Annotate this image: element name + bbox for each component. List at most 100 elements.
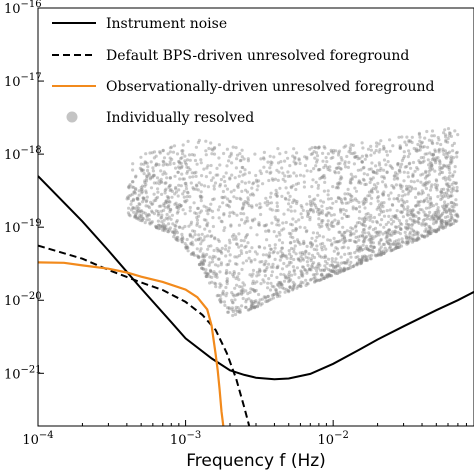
resolved-point bbox=[323, 254, 327, 258]
resolved-point bbox=[417, 203, 421, 207]
resolved-point bbox=[436, 195, 440, 199]
resolved-point bbox=[297, 284, 301, 288]
resolved-point bbox=[385, 248, 389, 252]
resolved-point bbox=[365, 244, 369, 248]
resolved-point bbox=[292, 247, 296, 251]
resolved-point bbox=[340, 234, 344, 238]
resolved-point bbox=[428, 232, 432, 236]
resolved-point bbox=[368, 180, 372, 185]
resolved-point bbox=[212, 197, 216, 201]
resolved-point bbox=[417, 237, 421, 241]
resolved-point bbox=[191, 251, 196, 255]
resolved-point bbox=[296, 257, 300, 261]
resolved-point bbox=[197, 256, 201, 260]
resolved-point bbox=[203, 235, 207, 239]
resolved-point bbox=[281, 221, 285, 225]
resolved-point bbox=[410, 223, 414, 227]
resolved-point bbox=[192, 201, 196, 205]
resolved-point bbox=[249, 300, 253, 304]
resolved-point bbox=[230, 298, 234, 302]
resolved-point bbox=[263, 295, 267, 299]
resolved-point bbox=[360, 160, 364, 164]
resolved-point bbox=[183, 159, 187, 163]
resolved-point bbox=[405, 207, 409, 211]
resolved-point bbox=[367, 248, 371, 252]
resolved-point bbox=[183, 181, 187, 186]
resolved-point bbox=[246, 196, 250, 200]
resolved-point bbox=[359, 181, 363, 185]
resolved-point bbox=[366, 147, 371, 151]
resolved-point bbox=[232, 211, 236, 216]
resolved-point bbox=[443, 133, 448, 137]
resolved-point bbox=[325, 225, 330, 229]
resolved-point bbox=[387, 242, 391, 246]
resolved-point bbox=[440, 213, 444, 217]
resolved-point bbox=[426, 233, 430, 237]
resolved-point bbox=[300, 205, 304, 209]
resolved-point bbox=[304, 250, 308, 254]
resolved-point bbox=[377, 230, 381, 234]
resolved-point bbox=[366, 194, 370, 198]
resolved-point bbox=[231, 301, 235, 305]
resolved-point bbox=[179, 237, 183, 241]
resolved-point bbox=[218, 285, 222, 289]
resolved-point bbox=[236, 184, 240, 188]
resolved-point bbox=[319, 277, 324, 281]
resolved-point bbox=[380, 175, 384, 179]
resolved-point bbox=[145, 199, 149, 203]
resolved-point bbox=[225, 291, 229, 295]
resolved-point bbox=[429, 227, 433, 231]
resolved-point bbox=[225, 269, 229, 273]
resolved-point bbox=[372, 250, 376, 254]
resolved-point bbox=[226, 310, 230, 314]
resolved-point bbox=[185, 171, 189, 175]
resolved-point bbox=[407, 140, 411, 144]
resolved-point bbox=[377, 161, 381, 165]
resolved-point bbox=[291, 184, 295, 188]
resolved-point bbox=[195, 223, 199, 227]
resolved-point bbox=[362, 228, 366, 232]
resolved-point bbox=[180, 235, 185, 239]
resolved-point bbox=[178, 166, 182, 170]
resolved-point bbox=[129, 202, 133, 206]
resolved-point bbox=[298, 225, 302, 229]
resolved-point bbox=[291, 154, 295, 158]
resolved-point bbox=[204, 175, 208, 179]
resolved-point bbox=[395, 246, 399, 250]
resolved-point bbox=[275, 191, 279, 195]
resolved-point bbox=[347, 266, 351, 271]
resolved-point bbox=[306, 214, 310, 218]
resolved-point bbox=[391, 248, 395, 252]
resolved-point bbox=[158, 150, 162, 154]
resolved-point bbox=[231, 273, 235, 277]
resolved-point bbox=[342, 236, 346, 240]
resolved-point bbox=[357, 249, 361, 253]
resolved-point bbox=[180, 156, 184, 160]
resolved-point bbox=[367, 231, 371, 235]
resolved-point bbox=[445, 209, 449, 214]
resolved-point bbox=[388, 208, 392, 212]
resolved-point bbox=[184, 200, 188, 204]
resolved-point bbox=[435, 228, 439, 232]
resolved-point bbox=[280, 286, 285, 290]
resolved-point bbox=[208, 208, 212, 212]
resolved-point bbox=[225, 306, 230, 310]
resolved-point bbox=[350, 194, 354, 199]
resolved-point bbox=[219, 283, 223, 287]
resolved-point bbox=[454, 181, 458, 185]
resolved-point bbox=[244, 305, 248, 309]
resolved-point bbox=[330, 269, 334, 274]
resolved-point bbox=[286, 289, 290, 293]
resolved-point bbox=[247, 204, 251, 208]
resolved-point bbox=[414, 204, 418, 208]
resolved-point bbox=[357, 258, 361, 262]
resolved-point bbox=[324, 255, 328, 259]
resolved-point bbox=[409, 208, 413, 212]
resolved-point bbox=[240, 180, 244, 184]
resolved-point bbox=[315, 235, 319, 239]
resolved-point bbox=[448, 150, 452, 154]
resolved-point bbox=[438, 215, 442, 219]
resolved-point bbox=[310, 262, 315, 266]
resolved-point bbox=[454, 219, 458, 224]
resolved-point bbox=[287, 260, 292, 264]
